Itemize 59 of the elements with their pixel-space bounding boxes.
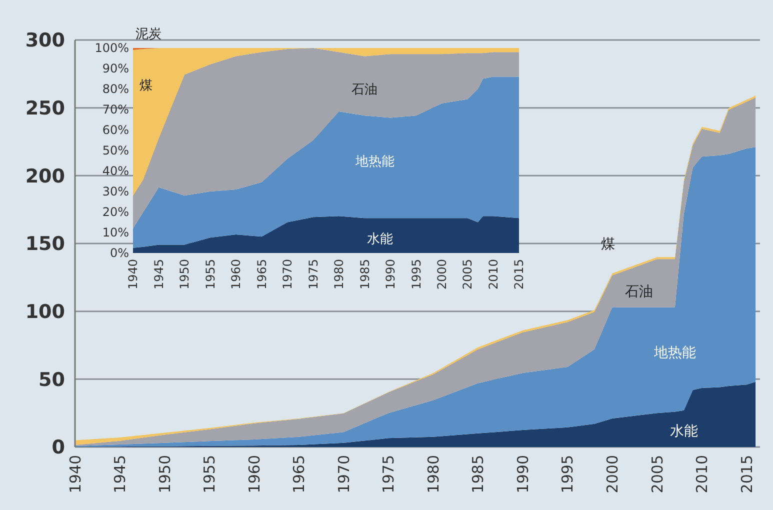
series-label: 地热能	[354, 154, 394, 170]
x-tick-label: 1990	[384, 259, 398, 290]
x-tick-label: 1980	[424, 455, 442, 494]
x-tick-label: 1990	[514, 455, 532, 494]
y-tick-label: 30%	[102, 184, 129, 199]
series-label: 水能	[670, 424, 698, 440]
series-label: 水能	[367, 232, 394, 248]
series-label: 煤	[600, 236, 615, 252]
y-tick-label: 150	[25, 233, 65, 256]
series-label: 石油	[625, 284, 654, 300]
x-tick-label: 1955	[200, 455, 219, 494]
x-tick-label: 2010	[486, 259, 500, 290]
y-tick-label: 10%	[102, 226, 129, 240]
y-tick-label: 50	[38, 368, 65, 391]
x-tick-label: 2000	[435, 259, 449, 290]
y-tick-label: 0%	[110, 246, 129, 260]
x-tick-label: 1945	[152, 259, 166, 290]
x-tick-label: 1965	[254, 259, 269, 290]
x-tick-label: 1960	[229, 259, 244, 290]
x-tick-label: 1945	[111, 455, 130, 494]
series-label: 地热能	[652, 344, 696, 361]
x-tick-label: 1955	[203, 259, 218, 290]
x-tick-label: 1995	[558, 455, 577, 494]
series-label: 石油	[352, 82, 378, 98]
x-tick-label: 2015	[738, 455, 756, 494]
x-tick-label: 2000	[604, 455, 622, 494]
y-tick-label: 200	[25, 165, 65, 188]
x-tick-label: 2015	[512, 259, 526, 290]
x-tick-label: 2010	[693, 455, 712, 494]
x-tick-label: 1980	[332, 259, 346, 290]
y-tick-label: 50%	[102, 144, 129, 158]
x-tick-label: 1950	[178, 259, 192, 290]
x-tick-label: 1985	[469, 455, 488, 494]
x-tick-label: 1970	[334, 455, 353, 494]
series-label: 煤	[139, 78, 152, 94]
y-tick-label: 300	[25, 30, 65, 52]
series-label: 泥炭	[135, 27, 162, 42]
y-tick-label: 70%	[102, 102, 129, 117]
x-tick-label: 1970	[280, 259, 295, 290]
x-tick-label: 1975	[306, 259, 320, 290]
y-tick-label: 90%	[102, 62, 129, 76]
x-tick-label: 1950	[156, 455, 174, 494]
y-tick-label: 0	[52, 436, 65, 459]
y-tick-label: 250	[25, 97, 65, 120]
y-tick-label: 100%	[94, 41, 129, 56]
x-tick-label: 1940	[126, 259, 140, 290]
x-tick-label: 1975	[380, 455, 398, 494]
x-tick-label: 2005	[648, 455, 666, 494]
x-tick-label: 1995	[409, 259, 424, 290]
x-tick-label: 2005	[460, 259, 475, 290]
x-tick-label: 1940	[66, 455, 84, 494]
y-tick-label: 20%	[102, 205, 129, 220]
x-tick-label: 1960	[245, 455, 264, 494]
y-tick-label: 80%	[102, 82, 129, 96]
x-tick-label: 1965	[290, 455, 308, 494]
y-tick-label: 40%	[102, 164, 129, 178]
x-tick-label: 1985	[358, 259, 372, 290]
y-tick-label: 100	[25, 300, 65, 323]
y-tick-label: 60%	[102, 123, 129, 138]
